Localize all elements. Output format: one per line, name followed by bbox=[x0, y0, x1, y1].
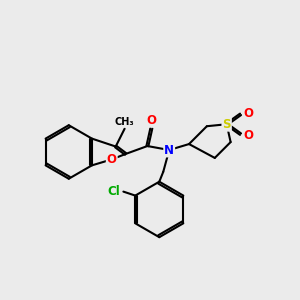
Text: Cl: Cl bbox=[107, 185, 120, 198]
Text: O: O bbox=[244, 129, 254, 142]
Text: O: O bbox=[107, 153, 117, 166]
Text: N: N bbox=[164, 143, 174, 157]
Text: O: O bbox=[244, 107, 254, 120]
Text: O: O bbox=[146, 114, 156, 127]
Text: S: S bbox=[222, 118, 231, 131]
Text: CH₃: CH₃ bbox=[115, 117, 134, 127]
